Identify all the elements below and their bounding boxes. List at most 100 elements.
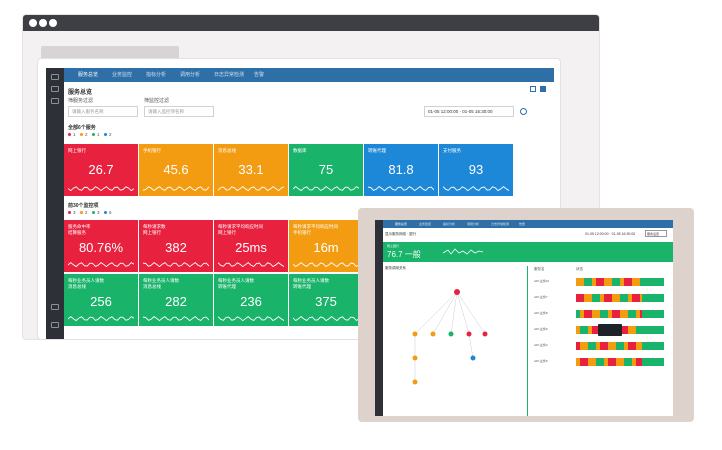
- service-row-label[interactable]: API-业务10: [534, 279, 550, 283]
- monitor-tile[interactable]: 每秒请求平均响应时间 手机银行 16m: [289, 220, 363, 272]
- tile-value: 81.8: [388, 162, 414, 177]
- monitor-tile[interactable]: 每秒请求平均响应时间 网上银行 25ms: [214, 220, 288, 272]
- legend-red: 1: [68, 132, 76, 137]
- tile-label: 每秒业务员人请数 消息总线: [68, 278, 104, 289]
- banner-value: 76.7 一般: [387, 250, 421, 259]
- settings-icon[interactable]: [51, 98, 59, 104]
- nav-item-logs[interactable]: 日志异常检测: [214, 72, 245, 78]
- service-tile[interactable]: 数据库 75: [289, 144, 363, 196]
- tile-label: 转账代理: [368, 148, 386, 153]
- filter-label-service: 筛服务过滤: [68, 98, 94, 104]
- status-heat-strip[interactable]: [576, 278, 664, 286]
- service-tile[interactable]: 消息总线 33.1: [214, 144, 288, 196]
- grid-icon[interactable]: [51, 304, 59, 310]
- service-tile[interactable]: 支付服务 93: [439, 144, 513, 196]
- tile-sparkline: [143, 316, 209, 322]
- tablet-time-range[interactable]: 01-05 12:00:00 · 01-05 16:30:00: [585, 232, 636, 236]
- tile-label: 消息总线: [218, 148, 236, 153]
- tile-sparkline: [293, 316, 359, 322]
- service-settings-button[interactable]: 服务设置: [645, 230, 667, 237]
- sidebar: [46, 68, 64, 339]
- tile-label: 手机银行: [143, 148, 161, 153]
- tile-sparkline: [68, 316, 134, 322]
- filter-label-monitor: 筛监控过滤: [144, 98, 170, 104]
- monitor-tile[interactable]: 每秒请求数 网上银行 382: [139, 220, 213, 272]
- tablet-nav-item[interactable]: 告警: [519, 222, 526, 226]
- service-tile[interactable]: 转账代理 81.8: [364, 144, 438, 196]
- status-heat-strip[interactable]: [576, 358, 664, 366]
- tile-value: 282: [165, 294, 187, 309]
- user-icon[interactable]: [51, 322, 59, 328]
- tile-value: 75: [318, 162, 334, 177]
- tablet-nav-item[interactable]: 业务监控: [419, 222, 432, 226]
- status-heat-strip[interactable]: [576, 342, 664, 350]
- service-row-label[interactable]: API-业务3: [534, 343, 548, 347]
- monitor-filter-input[interactable]: 请输入监控项名称: [144, 106, 214, 117]
- window-dot-icon: [39, 19, 47, 27]
- tile-value: 256: [90, 294, 112, 309]
- tile-sparkline: [68, 186, 134, 192]
- tile-sparkline: [368, 186, 434, 192]
- service-filter-input[interactable]: 请输入服务名称: [68, 106, 138, 117]
- tile-label: 每秒请求平均响应时间 手机银行: [293, 224, 338, 235]
- tablet-screen: 服务总览 业务监控 指标分析 调用分析 日志异常检测 告警 显示服务网络 · 银…: [375, 220, 673, 416]
- tile-sparkline: [218, 316, 284, 322]
- column-header-status: 状态: [576, 267, 583, 271]
- tile-value: 80.76%: [78, 240, 124, 255]
- status-heat-strip[interactable]: [576, 310, 664, 318]
- tile-label: 服务命中率 结算服务: [68, 224, 91, 235]
- legend-blue: 6: [104, 210, 112, 215]
- monitor-tile[interactable]: 每秒业务员人请数 消息总线 282: [139, 274, 213, 326]
- service-tile[interactable]: 手机银行 45.6: [139, 144, 213, 196]
- tile-sparkline: [218, 186, 284, 192]
- list-view-icon[interactable]: [530, 86, 536, 92]
- tablet-nav-item[interactable]: 服务总览: [395, 222, 408, 226]
- dashboard-icon[interactable]: [51, 86, 59, 92]
- tablet-nav-item[interactable]: 日志异常检测: [491, 222, 510, 226]
- grid-view-icon[interactable]: [540, 86, 546, 92]
- menu-icon[interactable]: [51, 74, 59, 80]
- legend-red: 3: [68, 210, 76, 215]
- tile-label: 每秒请求平均响应时间 网上银行: [218, 224, 263, 235]
- nav-item-business[interactable]: 业务监控: [112, 72, 133, 78]
- tablet-nav-item[interactable]: 指标分析: [443, 222, 456, 226]
- tile-label: 每秒业务员人请数 转账代理: [218, 278, 254, 289]
- heatmap-tooltip: [598, 324, 622, 336]
- monitor-tile[interactable]: 每秒业务员人请数 消息总线 256: [64, 274, 138, 326]
- section-title-services[interactable]: 全部6个服务: [68, 125, 96, 131]
- tile-value: 375: [315, 294, 337, 309]
- column-header-name: 服务名: [534, 267, 545, 271]
- topology-title: 服务调用关系: [385, 266, 406, 270]
- time-range-picker[interactable]: 01-05 12:00:00 · 01-05 16:30:00: [424, 106, 514, 117]
- nav-item-calls[interactable]: 调用分析: [180, 72, 201, 78]
- tile-value: 16m: [313, 240, 339, 255]
- service-tile[interactable]: 网上银行 26.7: [64, 144, 138, 196]
- tile-sparkline: [443, 186, 509, 192]
- tile-value: 45.6: [163, 162, 189, 177]
- nav-item-alerts[interactable]: 告警: [254, 72, 265, 78]
- service-row-label[interactable]: API-业务7: [534, 295, 548, 299]
- legend-orange: 2: [80, 132, 88, 137]
- nav-item-metrics[interactable]: 指标分析: [146, 72, 167, 78]
- tablet-nav-item[interactable]: 调用分析: [467, 222, 480, 226]
- tile-label: 每秒业务员人请数 转账代理: [293, 278, 329, 289]
- service-row-label[interactable]: API-业务8: [534, 311, 548, 315]
- legend-green: 1: [92, 132, 100, 137]
- monitor-tile[interactable]: 每秒业务员人请数 转账代理 375: [289, 274, 363, 326]
- tile-value: 25ms: [235, 240, 267, 255]
- browser-title-bar: [23, 15, 599, 31]
- monitor-tile[interactable]: 每秒业务员人请数 转账代理 236: [214, 274, 288, 326]
- status-heat-strip[interactable]: [576, 294, 664, 302]
- service-row-label[interactable]: API-业务5: [534, 359, 548, 363]
- desktop-dashboard: 服务总览 业务监控 指标分析 调用分析 日志异常检测 告警 服务总览 筛服务过滤…: [37, 58, 561, 340]
- monitor-tile[interactable]: 服务命中率 结算服务 80.76%: [64, 220, 138, 272]
- nav-item-overview[interactable]: 服务总览: [78, 72, 99, 78]
- tablet-top-nav: 服务总览 业务监控 指标分析 调用分析 日志异常检测 告警: [383, 220, 673, 228]
- section-title-monitors[interactable]: 前30个监控项: [68, 203, 99, 209]
- clock-icon[interactable]: [520, 108, 527, 115]
- address-bar[interactable]: [41, 46, 179, 60]
- service-row-label[interactable]: API-业务9: [534, 327, 548, 331]
- topology-graph[interactable]: [385, 272, 525, 412]
- tile-label: 网上银行: [68, 148, 86, 153]
- legend-blue: 2: [104, 132, 112, 137]
